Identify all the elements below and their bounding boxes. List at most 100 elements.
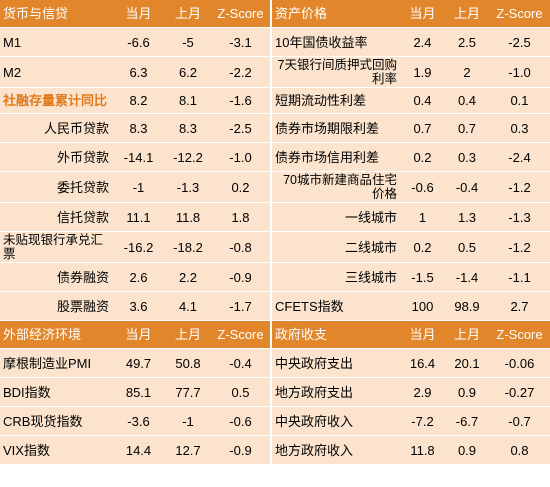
row-label: 信托贷款 <box>0 202 112 232</box>
table-row: 人民币贷款 8.3 8.3 -2.5 债券市场期限利差 0.7 0.7 0.3 <box>0 113 550 143</box>
value-previous: 6.2 <box>165 56 211 88</box>
value-zscore: -1.2 <box>489 171 550 203</box>
value-current: 3.6 <box>112 291 165 321</box>
row-label: 一线城市 <box>270 202 400 232</box>
table-row: VIX指数 14.4 12.7 -0.9 地方政府收入 11.8 0.9 0.8 <box>0 435 550 465</box>
value-current: 8.3 <box>112 113 165 143</box>
section2-header-row: 外部经济环境 当月 上月 Z-Score 政府收支 当月 上月 Z-Score <box>0 320 550 349</box>
value-zscore: -0.06 <box>489 348 550 378</box>
header-external-economy: 外部经济环境 <box>0 320 112 349</box>
value-current: -6.6 <box>112 27 165 57</box>
value-zscore: 0.3 <box>489 113 550 143</box>
value-current: -1.5 <box>400 262 445 292</box>
value-previous: -1 <box>165 406 211 436</box>
header-zscore: Z-Score <box>489 320 550 349</box>
value-previous: 2.2 <box>165 262 211 292</box>
row-label: 股票融资 <box>0 291 112 321</box>
value-current: 0.2 <box>400 142 445 172</box>
row-label: 人民币贷款 <box>0 113 112 143</box>
row-label-highlight: 社融存量累计同比 <box>0 87 112 114</box>
value-previous: 0.7 <box>445 113 489 143</box>
header-government-finance: 政府收支 <box>270 320 400 349</box>
row-label: 7天银行间质押式回购利率 <box>270 56 400 88</box>
value-zscore: 2.7 <box>489 291 550 321</box>
value-previous: -1.4 <box>445 262 489 292</box>
value-previous: 8.3 <box>165 113 211 143</box>
row-label: 债券融资 <box>0 262 112 292</box>
table-row: 信托贷款 11.1 11.8 1.8 一线城市 1 1.3 -1.3 <box>0 202 550 232</box>
indicator-table: 货币与信贷 当月 上月 Z-Score 资产价格 当月 上月 Z-Score M… <box>0 0 550 465</box>
row-label: 中央政府支出 <box>270 348 400 378</box>
value-zscore: -2.2 <box>211 56 271 88</box>
value-zscore: -1.0 <box>489 56 550 88</box>
row-label: M2 <box>0 56 112 88</box>
value-current: 0.4 <box>400 87 445 114</box>
row-label: 10年国债收益率 <box>270 27 400 57</box>
value-zscore: -3.1 <box>211 27 271 57</box>
table-row: 摩根制造业PMI 49.7 50.8 -0.4 中央政府支出 16.4 20.1… <box>0 348 550 378</box>
value-previous: 77.7 <box>165 377 211 407</box>
value-zscore: -2.5 <box>489 27 550 57</box>
row-label: 摩根制造业PMI <box>0 348 112 378</box>
value-current: -14.1 <box>112 142 165 172</box>
row-label: 委托贷款 <box>0 171 112 203</box>
header-previous: 上月 <box>445 320 489 349</box>
value-current: 2.4 <box>400 27 445 57</box>
value-previous: 4.1 <box>165 291 211 321</box>
value-previous: 11.8 <box>165 202 211 232</box>
value-current: -7.2 <box>400 406 445 436</box>
value-current: 8.2 <box>112 87 165 114</box>
header-previous: 上月 <box>165 0 211 28</box>
value-previous: 50.8 <box>165 348 211 378</box>
value-current: 49.7 <box>112 348 165 378</box>
row-label: 债券市场期限利差 <box>270 113 400 143</box>
value-previous: -18.2 <box>165 231 211 263</box>
table-row: 委托贷款 -1 -1.3 0.2 70城市新建商品住宅价格 -0.6 -0.4 … <box>0 171 550 203</box>
table-row: M2 6.3 6.2 -2.2 7天银行间质押式回购利率 1.9 2 -1.0 <box>0 56 550 88</box>
row-label: 中央政府收入 <box>270 406 400 436</box>
value-previous: -6.7 <box>445 406 489 436</box>
section1-header-row: 货币与信贷 当月 上月 Z-Score 资产价格 当月 上月 Z-Score <box>0 0 550 28</box>
table-row: 股票融资 3.6 4.1 -1.7 CFETS指数 100 98.9 2.7 <box>0 291 550 321</box>
row-label: 地方政府收入 <box>270 435 400 465</box>
row-label: CFETS指数 <box>270 291 400 321</box>
header-current: 当月 <box>400 0 445 28</box>
value-zscore: -0.8 <box>211 231 271 263</box>
value-current: 100 <box>400 291 445 321</box>
table-row: CRB现货指数 -3.6 -1 -0.6 中央政府收入 -7.2 -6.7 -0… <box>0 406 550 436</box>
header-money-credit: 货币与信贷 <box>0 0 112 28</box>
value-previous: -1.3 <box>165 171 211 203</box>
header-zscore: Z-Score <box>211 0 271 28</box>
value-zscore: 0.2 <box>211 171 271 203</box>
value-zscore: -0.9 <box>211 262 271 292</box>
value-current: -0.6 <box>400 171 445 203</box>
row-label: 三线城市 <box>270 262 400 292</box>
value-previous: 2.5 <box>445 27 489 57</box>
value-previous: -5 <box>165 27 211 57</box>
value-current: 2.6 <box>112 262 165 292</box>
table-row: 外币贷款 -14.1 -12.2 -1.0 债券市场信用利差 0.2 0.3 -… <box>0 142 550 172</box>
value-previous: 0.9 <box>445 377 489 407</box>
row-label: 外币贷款 <box>0 142 112 172</box>
value-previous: 8.1 <box>165 87 211 114</box>
table-row: 债券融资 2.6 2.2 -0.9 三线城市 -1.5 -1.4 -1.1 <box>0 262 550 292</box>
row-label: 70城市新建商品住宅价格 <box>270 171 400 203</box>
value-zscore: -0.27 <box>489 377 550 407</box>
table-row: BDI指数 85.1 77.7 0.5 地方政府支出 2.9 0.9 -0.27 <box>0 377 550 407</box>
value-current: 0.7 <box>400 113 445 143</box>
value-current: 16.4 <box>400 348 445 378</box>
value-current: 1.9 <box>400 56 445 88</box>
value-zscore: 0.1 <box>489 87 550 114</box>
value-current: 2.9 <box>400 377 445 407</box>
row-label: 未贴现银行承兑汇票 <box>0 231 112 263</box>
value-current: 11.8 <box>400 435 445 465</box>
row-label: VIX指数 <box>0 435 112 465</box>
value-previous: -12.2 <box>165 142 211 172</box>
header-zscore: Z-Score <box>489 0 550 28</box>
value-previous: 1.3 <box>445 202 489 232</box>
table-row: 未贴现银行承兑汇票 -16.2 -18.2 -0.8 二线城市 0.2 0.5 … <box>0 231 550 263</box>
value-current: -16.2 <box>112 231 165 263</box>
value-zscore: -0.6 <box>211 406 271 436</box>
value-zscore: -1.7 <box>211 291 271 321</box>
value-previous: 0.5 <box>445 231 489 263</box>
